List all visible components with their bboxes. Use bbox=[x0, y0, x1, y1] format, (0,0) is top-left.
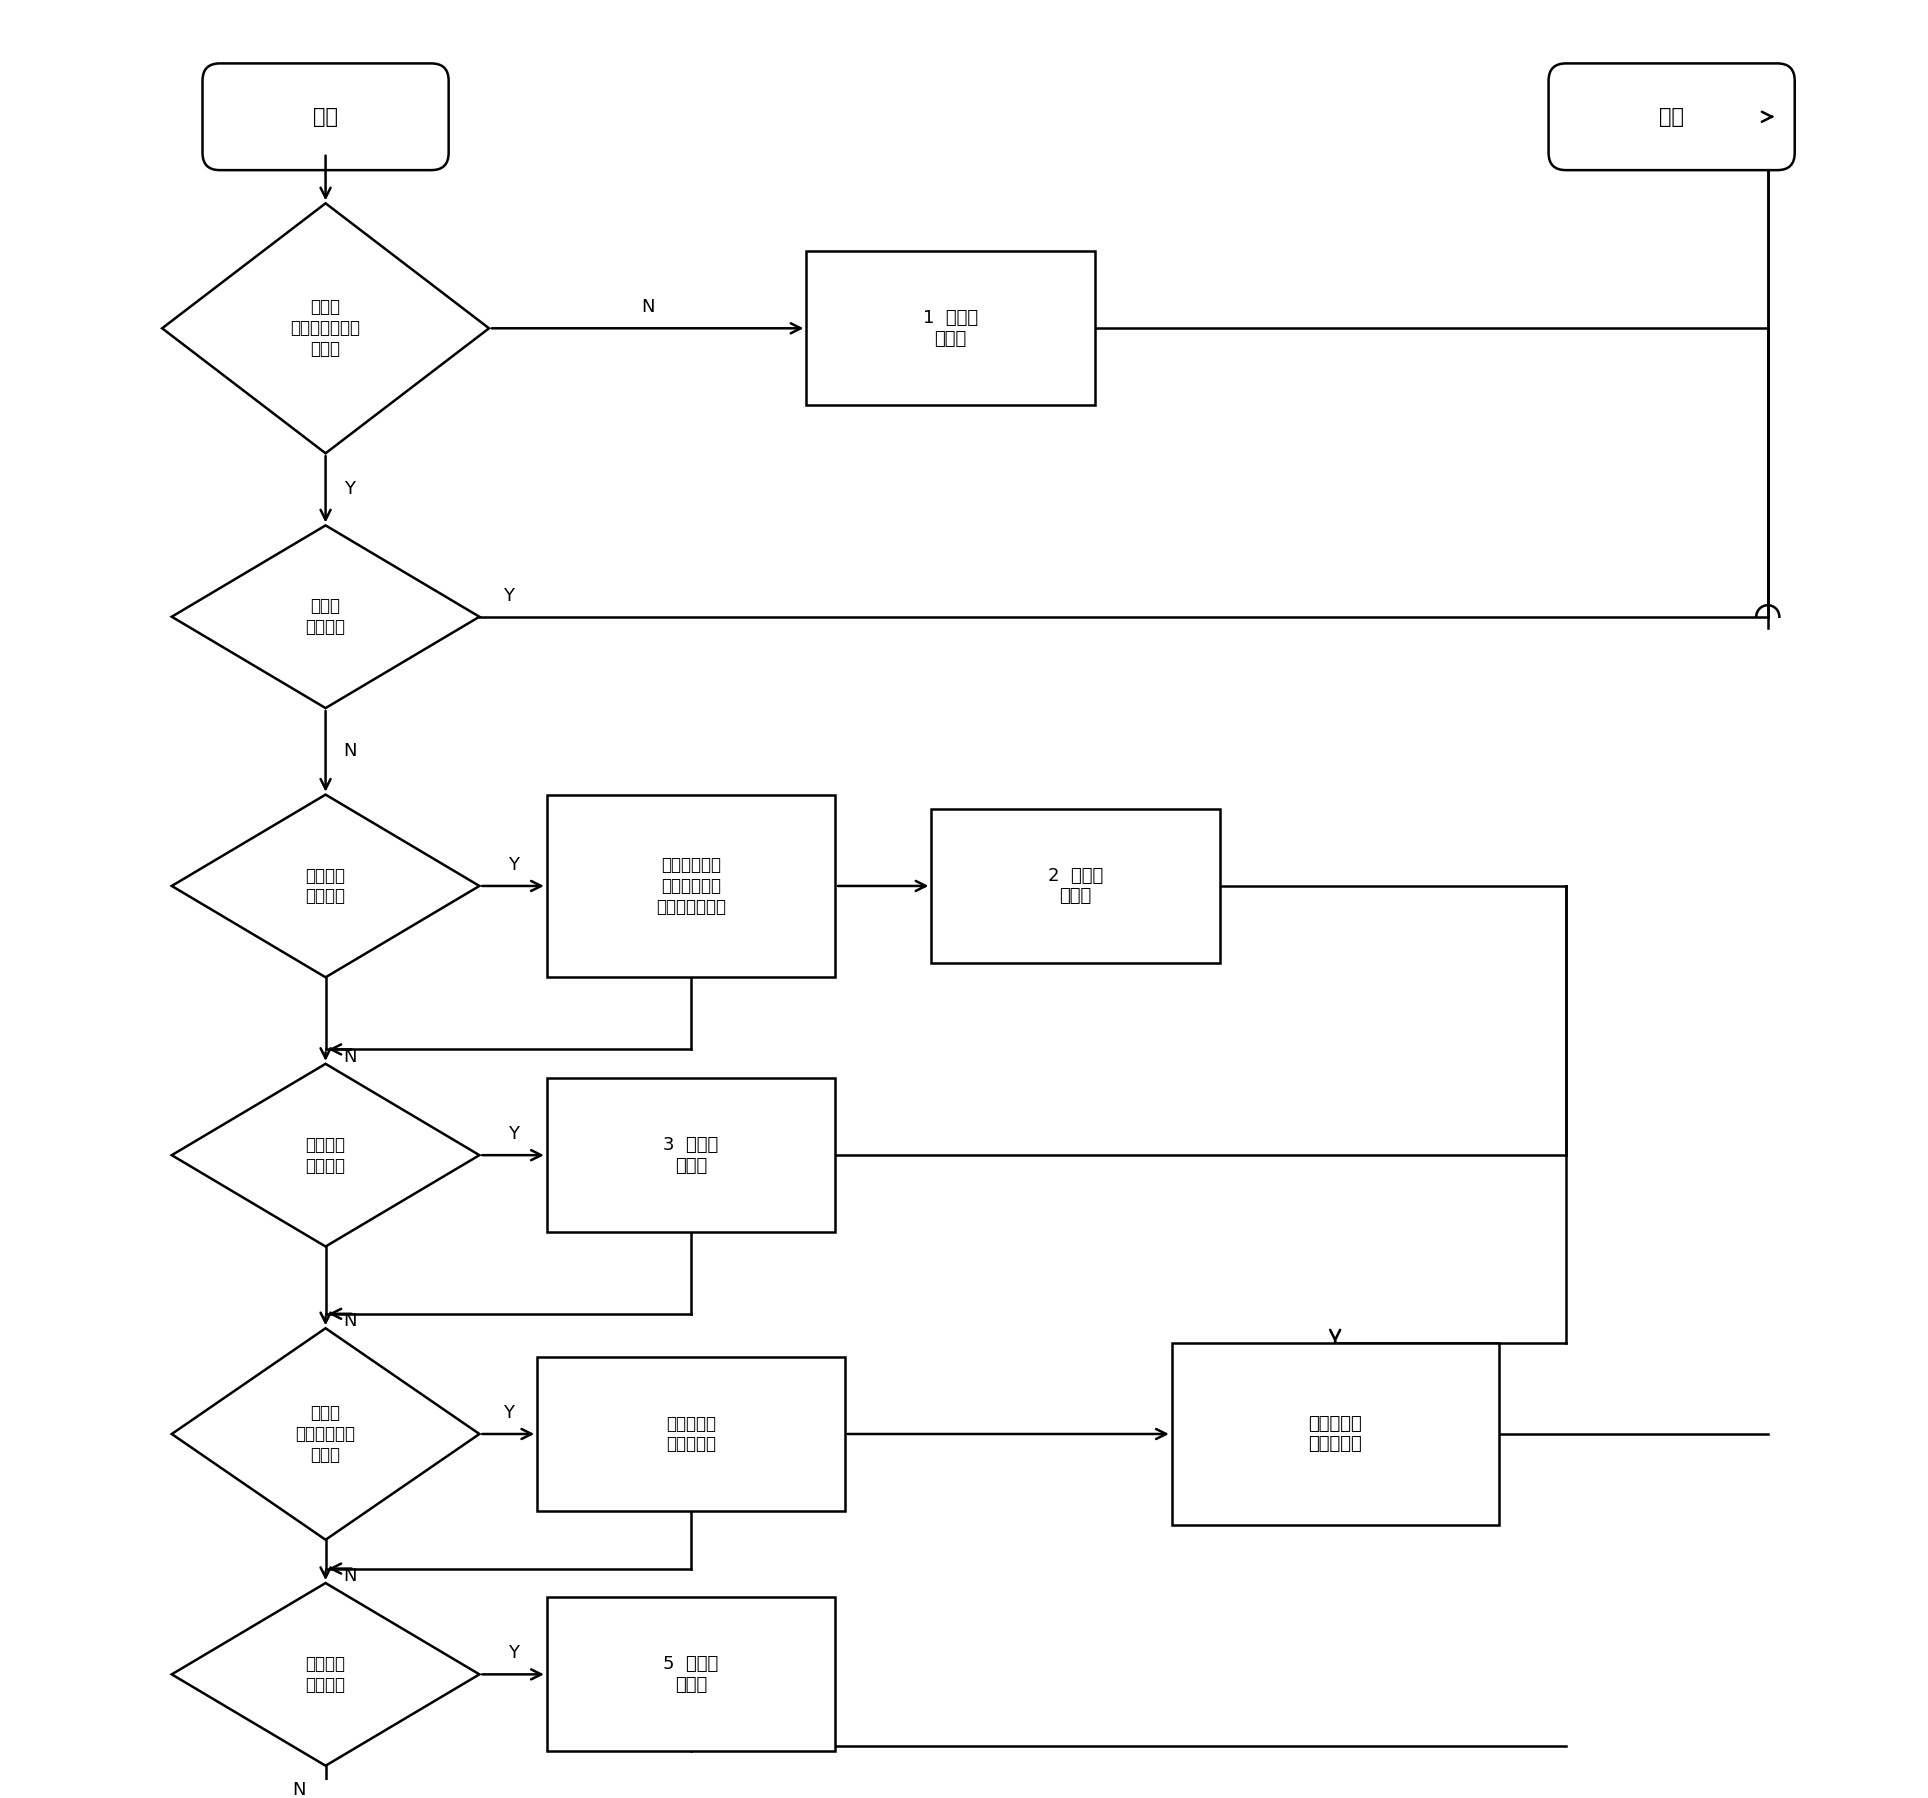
Text: Y: Y bbox=[507, 856, 519, 874]
Bar bbox=[931, 809, 1220, 964]
Text: 开始: 开始 bbox=[312, 106, 337, 128]
Polygon shape bbox=[172, 795, 480, 978]
Text: 过热故障综
合诊断结果: 过热故障综 合诊断结果 bbox=[1309, 1415, 1361, 1453]
Text: N: N bbox=[343, 1048, 357, 1066]
Text: 是否存在
不良工况: 是否存在 不良工况 bbox=[305, 867, 345, 906]
Text: 有载分
接开关是否存
在故障: 有载分 接开关是否存 在故障 bbox=[295, 1404, 355, 1464]
Text: 铁芯是否
多点接地: 铁芯是否 多点接地 bbox=[305, 1136, 345, 1174]
Polygon shape bbox=[172, 1582, 480, 1766]
Text: 引线是否
存在故障: 引线是否 存在故障 bbox=[305, 1654, 345, 1694]
Bar bbox=[1172, 1343, 1498, 1525]
Text: Y: Y bbox=[343, 480, 355, 498]
Text: 变压器
红外检测是否全
部健康: 变压器 红外检测是否全 部健康 bbox=[291, 298, 361, 358]
Polygon shape bbox=[172, 1064, 480, 1246]
FancyBboxPatch shape bbox=[202, 63, 449, 171]
Text: 有载分接开
关故障记录: 有载分接开 关故障记录 bbox=[665, 1415, 715, 1453]
Polygon shape bbox=[162, 203, 490, 453]
Text: Y: Y bbox=[507, 1643, 519, 1661]
Text: Y: Y bbox=[503, 1404, 513, 1422]
Text: N: N bbox=[291, 1780, 305, 1798]
Text: 5  引线故
障记录: 5 引线故 障记录 bbox=[663, 1654, 719, 1694]
Text: N: N bbox=[343, 1313, 357, 1331]
Text: N: N bbox=[640, 298, 654, 316]
Text: N: N bbox=[343, 743, 357, 761]
Polygon shape bbox=[172, 525, 480, 708]
Bar bbox=[538, 1357, 844, 1510]
Text: 2  绕组故
障记录: 2 绕组故 障记录 bbox=[1049, 867, 1103, 906]
Text: N: N bbox=[343, 1566, 357, 1584]
Text: 绕组变形、直
流电阻、泄露
电流、介损检测: 绕组变形、直 流电阻、泄露 电流、介损检测 bbox=[656, 856, 727, 915]
Bar bbox=[548, 1597, 835, 1751]
Bar bbox=[806, 252, 1095, 405]
Text: 3  铁芯故
障记录: 3 铁芯故 障记录 bbox=[663, 1136, 719, 1174]
Text: 1  过热故
障记录: 1 过热故 障记录 bbox=[924, 309, 977, 347]
Text: 结束: 结束 bbox=[1660, 106, 1685, 128]
Bar bbox=[548, 795, 835, 978]
Text: Y: Y bbox=[503, 586, 513, 604]
Text: 是否过
负荷造成: 是否过 负荷造成 bbox=[305, 597, 345, 636]
Polygon shape bbox=[172, 1329, 480, 1539]
Text: Y: Y bbox=[507, 1126, 519, 1144]
Bar bbox=[548, 1079, 835, 1232]
FancyBboxPatch shape bbox=[1548, 63, 1795, 171]
